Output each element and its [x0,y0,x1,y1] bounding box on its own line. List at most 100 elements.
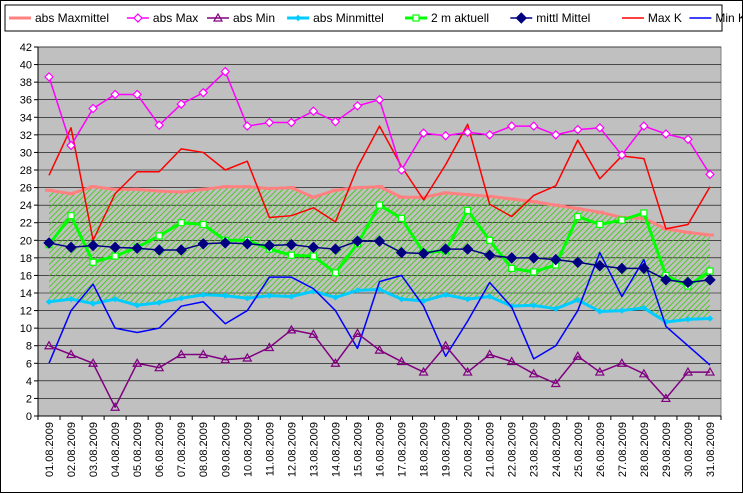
data-point [706,267,714,275]
data-point [704,366,716,376]
legend-item: Max K [621,11,682,25]
data-point [682,366,693,376]
data-point [398,295,405,303]
data-point [43,237,55,249]
legend-marker [133,13,143,23]
legend-item: abs Maxmittel [9,11,109,25]
x-tick-label: 10.08.2009 [242,422,254,477]
legend-item: abs Min [207,11,275,25]
data-point [683,134,693,145]
data-point [594,366,605,376]
data-point [397,214,406,222]
x-tick-label: 21.08.2009 [485,422,497,477]
x-tick-label: 03.08.2009 [88,422,100,477]
data-point [133,302,141,309]
y-tick-label: 10 [20,323,32,335]
legend-label: abs Minmittel [313,11,384,25]
data-point [660,393,671,403]
data-point [329,243,342,255]
legend-marker [412,14,420,22]
series-line [48,329,710,408]
data-point [219,237,231,249]
legend-label: abs Max [153,11,198,25]
data-point [596,308,604,315]
data-point [88,358,99,367]
y-tick-label: 20 [20,235,32,247]
data-point [241,238,254,250]
data-point [396,165,407,175]
series-min-k [48,251,711,366]
data-point [618,307,626,314]
x-tick-label: 19.08.2009 [441,422,453,477]
data-point [109,241,121,254]
x-tick-label: 01.08.2009 [44,422,56,477]
data-point [66,349,77,359]
y-tick-label: 6 [26,358,32,370]
data-point [198,349,209,359]
data-point [704,274,716,286]
data-point [309,252,318,260]
data-point [131,242,143,254]
data-point [574,212,582,221]
series-line [48,123,711,242]
data-point [528,252,540,264]
legend-label: Min K [715,11,743,25]
data-point [222,292,229,299]
x-tick-label: 06.08.2009 [154,422,166,477]
data-point [308,106,319,116]
x-tick-label: 02.08.2009 [66,422,78,477]
data-point [331,269,340,277]
x-tick-label: 23.08.2009 [529,422,541,477]
legend-item: abs Max [126,11,198,25]
data-point [111,295,119,303]
data-point [395,246,408,259]
data-point [484,349,495,359]
data-point [440,340,451,350]
data-point [266,292,273,299]
x-tick-label: 27.08.2009 [617,422,629,477]
data-point [572,351,583,360]
data-point [67,295,75,303]
y-tick-label: 4 [26,376,32,388]
data-point [264,117,275,128]
data-point [351,235,364,247]
data-point [66,140,76,151]
data-point [67,212,75,220]
data-point [638,368,649,378]
legend-item: abs Minmittel [287,11,384,25]
data-point [220,354,231,364]
data-point [285,238,298,251]
series-mittl-mittel [43,235,716,289]
data-point [155,232,163,240]
data-point [552,305,559,313]
data-point [352,101,363,111]
data-point [594,260,606,272]
data-point [396,356,407,366]
series-abs-maxmittel [45,185,714,237]
data-point [508,264,516,272]
data-point [682,276,694,289]
series-abs-minmittel [45,286,714,326]
y-tick-label: 0 [26,411,32,423]
data-point [439,243,452,255]
data-point [178,295,185,302]
data-point [616,262,628,275]
data-point [154,362,165,372]
data-point [352,328,363,338]
legend-item: mittl Mittel [510,11,590,25]
y-tick-label: 16 [20,270,32,282]
data-point [88,103,98,114]
y-tick-label: 36 [20,95,32,107]
data-point [287,251,295,259]
y-tick-label: 2 [26,393,32,405]
x-tick-label: 09.08.2009 [220,422,232,477]
data-point [464,295,471,303]
data-point [374,344,385,354]
data-point [65,241,77,254]
x-tick-label: 18.08.2009 [419,422,431,477]
data-point [486,236,494,244]
data-point [89,258,97,266]
data-point [550,378,561,388]
legend-box [4,4,723,32]
